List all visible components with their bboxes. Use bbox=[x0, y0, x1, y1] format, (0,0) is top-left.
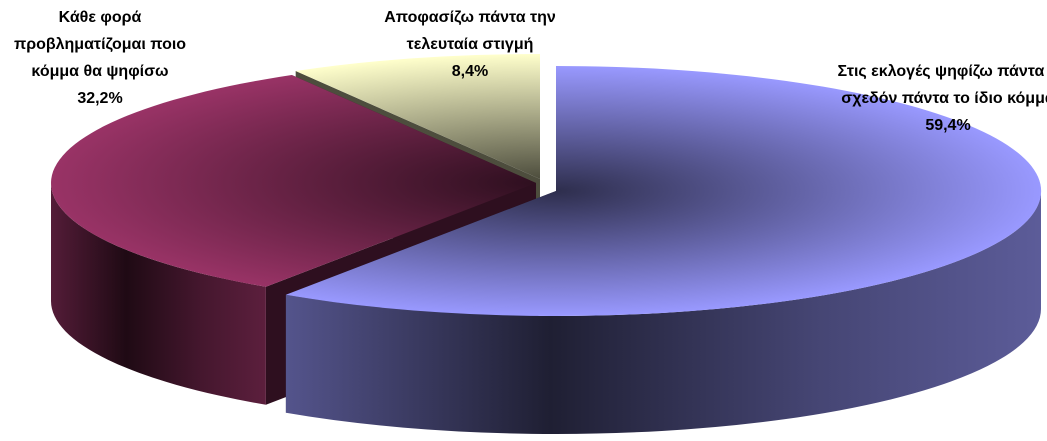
value-label: 32,2% bbox=[77, 90, 123, 107]
slice bbox=[285, 65, 1042, 316]
slice-label: Αποφασίζω πάντα την τελευταία στιγμή 8,4% bbox=[370, 4, 570, 85]
category-label: Στις εκλογές ψηφίζω πάντα ή σχεδόν πάντα… bbox=[837, 63, 1047, 107]
category-label: Αποφασίζω πάντα την τελευταία στιγμή bbox=[384, 9, 556, 53]
slice-side bbox=[51, 183, 266, 405]
category-label: Κάθε φορά προβληματίζομαι ποιο κόμμα θα … bbox=[13, 9, 187, 80]
slice-label: Κάθε φορά προβληματίζομαι ποιο κόμμα θα … bbox=[5, 4, 195, 112]
value-label: 8,4% bbox=[451, 63, 489, 80]
slice-side bbox=[285, 191, 1041, 434]
value-label: 59,4% bbox=[925, 117, 971, 134]
slice bbox=[295, 53, 540, 179]
slice-label: Στις εκλογές ψηφίζω πάντα ή σχεδόν πάντα… bbox=[828, 58, 1047, 139]
slice bbox=[51, 75, 537, 287]
